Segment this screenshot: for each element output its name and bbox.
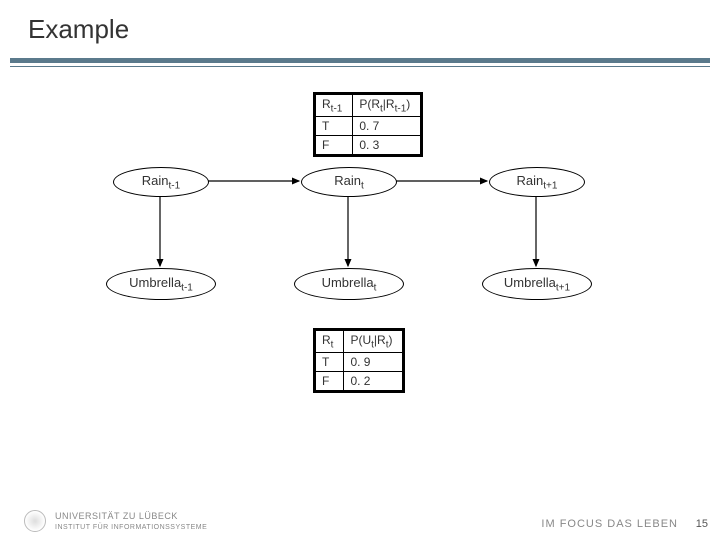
footer-inst-sub: INSTITUT FÜR INFORMATIONSSYSTEME	[55, 524, 207, 531]
node-umbrella-t-minus-1: Umbrellat-1	[106, 268, 216, 300]
node-rain-t-minus-1: Raint-1	[113, 167, 209, 197]
footer: UNIVERSITÄT ZU LÜBECK INSTITUT FÜR INFOR…	[0, 504, 720, 540]
cpt-trans-r2c1: F	[316, 136, 353, 155]
seal-icon	[24, 510, 46, 532]
node-umbrella-t-plus-1: Umbrellat+1	[482, 268, 592, 300]
cpt-emit-r2c1: F	[316, 372, 344, 391]
cpt-transition: Rt-1 P(Rt|Rt-1) T 0. 7 F 0. 3	[313, 92, 423, 157]
cpt-emit-r2c2: 0. 2	[344, 372, 403, 391]
cpt-trans-h2: P(Rt|Rt-1)	[353, 95, 421, 117]
footer-inst-top: UNIVERSITÄT ZU LÜBECK	[55, 511, 178, 521]
slide-title: Example	[28, 14, 129, 45]
footer-tagline: IM FOCUS DAS LEBEN	[541, 518, 678, 530]
node-rain-t: Raint	[301, 167, 397, 197]
cpt-emit-h2: P(Ut|Rt)	[344, 331, 403, 353]
diagram-stage: Rt-1 P(Rt|Rt-1) T 0. 7 F 0. 3 Rt P(Ut|Rt…	[0, 70, 720, 500]
footer-logo: UNIVERSITÄT ZU LÜBECK INSTITUT FÜR INFOR…	[24, 510, 207, 532]
footer-page-number: 15	[696, 518, 708, 530]
rule-thick	[10, 58, 710, 63]
cpt-trans-r1c2: 0. 7	[353, 117, 421, 136]
cpt-trans-h1: Rt-1	[316, 95, 353, 117]
cpt-trans-r2c2: 0. 3	[353, 136, 421, 155]
node-rain-t-plus-1: Raint+1	[489, 167, 585, 197]
cpt-emit-r1c1: T	[316, 353, 344, 372]
cpt-trans-r1c1: T	[316, 117, 353, 136]
cpt-emit-r1c2: 0. 9	[344, 353, 403, 372]
cpt-emission: Rt P(Ut|Rt) T 0. 9 F 0. 2	[313, 328, 405, 393]
node-umbrella-t: Umbrellat	[294, 268, 404, 300]
rule-thin	[10, 66, 710, 67]
cpt-emit-h1: Rt	[316, 331, 344, 353]
